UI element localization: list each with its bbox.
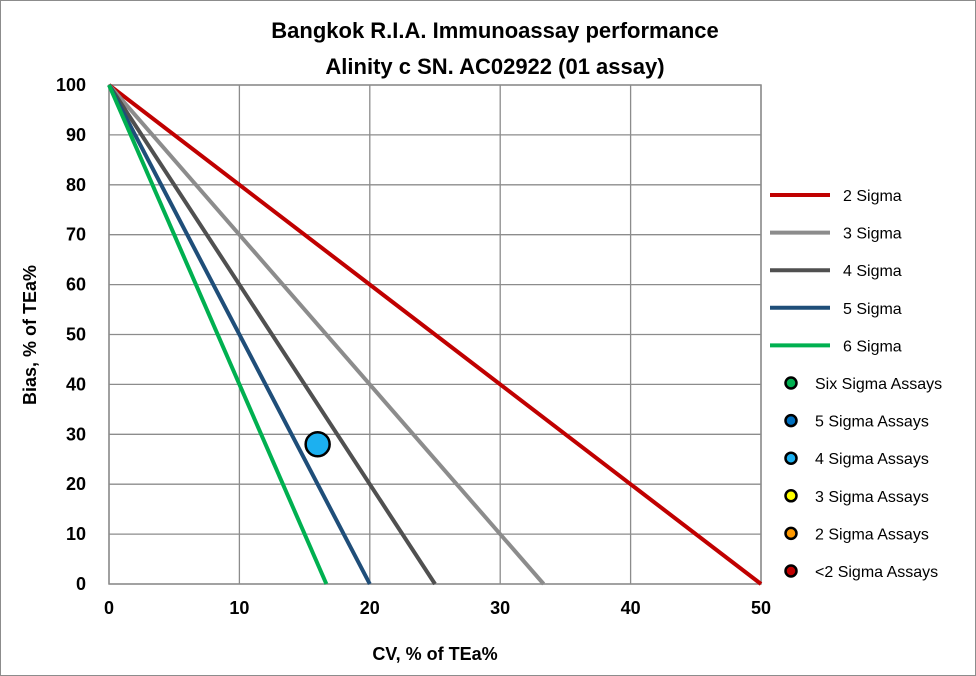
x-tick-label: 50 (751, 598, 771, 618)
x-tick-label: 0 (104, 598, 114, 618)
legend-label: <2 Sigma Assays (815, 564, 938, 581)
series-line-3-sigma (107, 83, 546, 586)
y-axis-label: Bias, % of TEa% (20, 265, 40, 405)
y-tick-label: 0 (76, 574, 86, 594)
legend-marker-swatch (784, 376, 798, 390)
series-line-5-sigma (107, 84, 372, 585)
legend-label: 2 Sigma (843, 188, 902, 205)
series-line-2-sigma (107, 83, 763, 586)
series-line-4-sigma (107, 83, 437, 586)
series-line-6-sigma (107, 84, 329, 585)
legend-label: 6 Sigma (843, 338, 902, 355)
x-tick-label: 30 (490, 598, 510, 618)
legend-label: 2 Sigma Assays (815, 526, 929, 543)
legend-label: 4 Sigma Assays (815, 451, 929, 468)
chart-title-line2: Alinity c SN. AC02922 (01 assay) (325, 54, 664, 79)
legend-label: 3 Sigma Assays (815, 489, 929, 506)
x-tick-label: 40 (621, 598, 641, 618)
y-tick-label: 60 (66, 275, 86, 295)
y-tick-label: 20 (66, 474, 86, 494)
y-tick-label: 80 (66, 175, 86, 195)
y-tick-label: 40 (66, 374, 86, 394)
data-point (304, 431, 331, 458)
x-tick-label: 20 (360, 598, 380, 618)
y-tick-label: 100 (56, 75, 86, 95)
legend-marker-swatch (784, 489, 798, 503)
legend-label: 5 Sigma Assays (815, 414, 929, 431)
legend-label: Six Sigma Assays (815, 376, 942, 393)
x-axis-label: CV, % of TEa% (372, 644, 497, 664)
y-tick-label: 50 (66, 325, 86, 345)
y-tick-label: 90 (66, 125, 86, 145)
legend-label: 4 Sigma (843, 263, 902, 280)
chart-title-line1: Bangkok R.I.A. Immunoassay performance (271, 18, 718, 43)
y-tick-label: 10 (66, 524, 86, 544)
legend-marker-swatch (784, 451, 798, 465)
legend-marker-swatch (784, 564, 798, 578)
x-tick-label: 10 (229, 598, 249, 618)
y-tick-label: 70 (66, 225, 86, 245)
legend-marker-swatch (784, 526, 798, 541)
legend-marker-swatch (784, 413, 798, 428)
legend-label: 3 Sigma (843, 226, 902, 243)
legend-label: 5 Sigma (843, 301, 902, 318)
y-tick-label: 30 (66, 424, 86, 444)
